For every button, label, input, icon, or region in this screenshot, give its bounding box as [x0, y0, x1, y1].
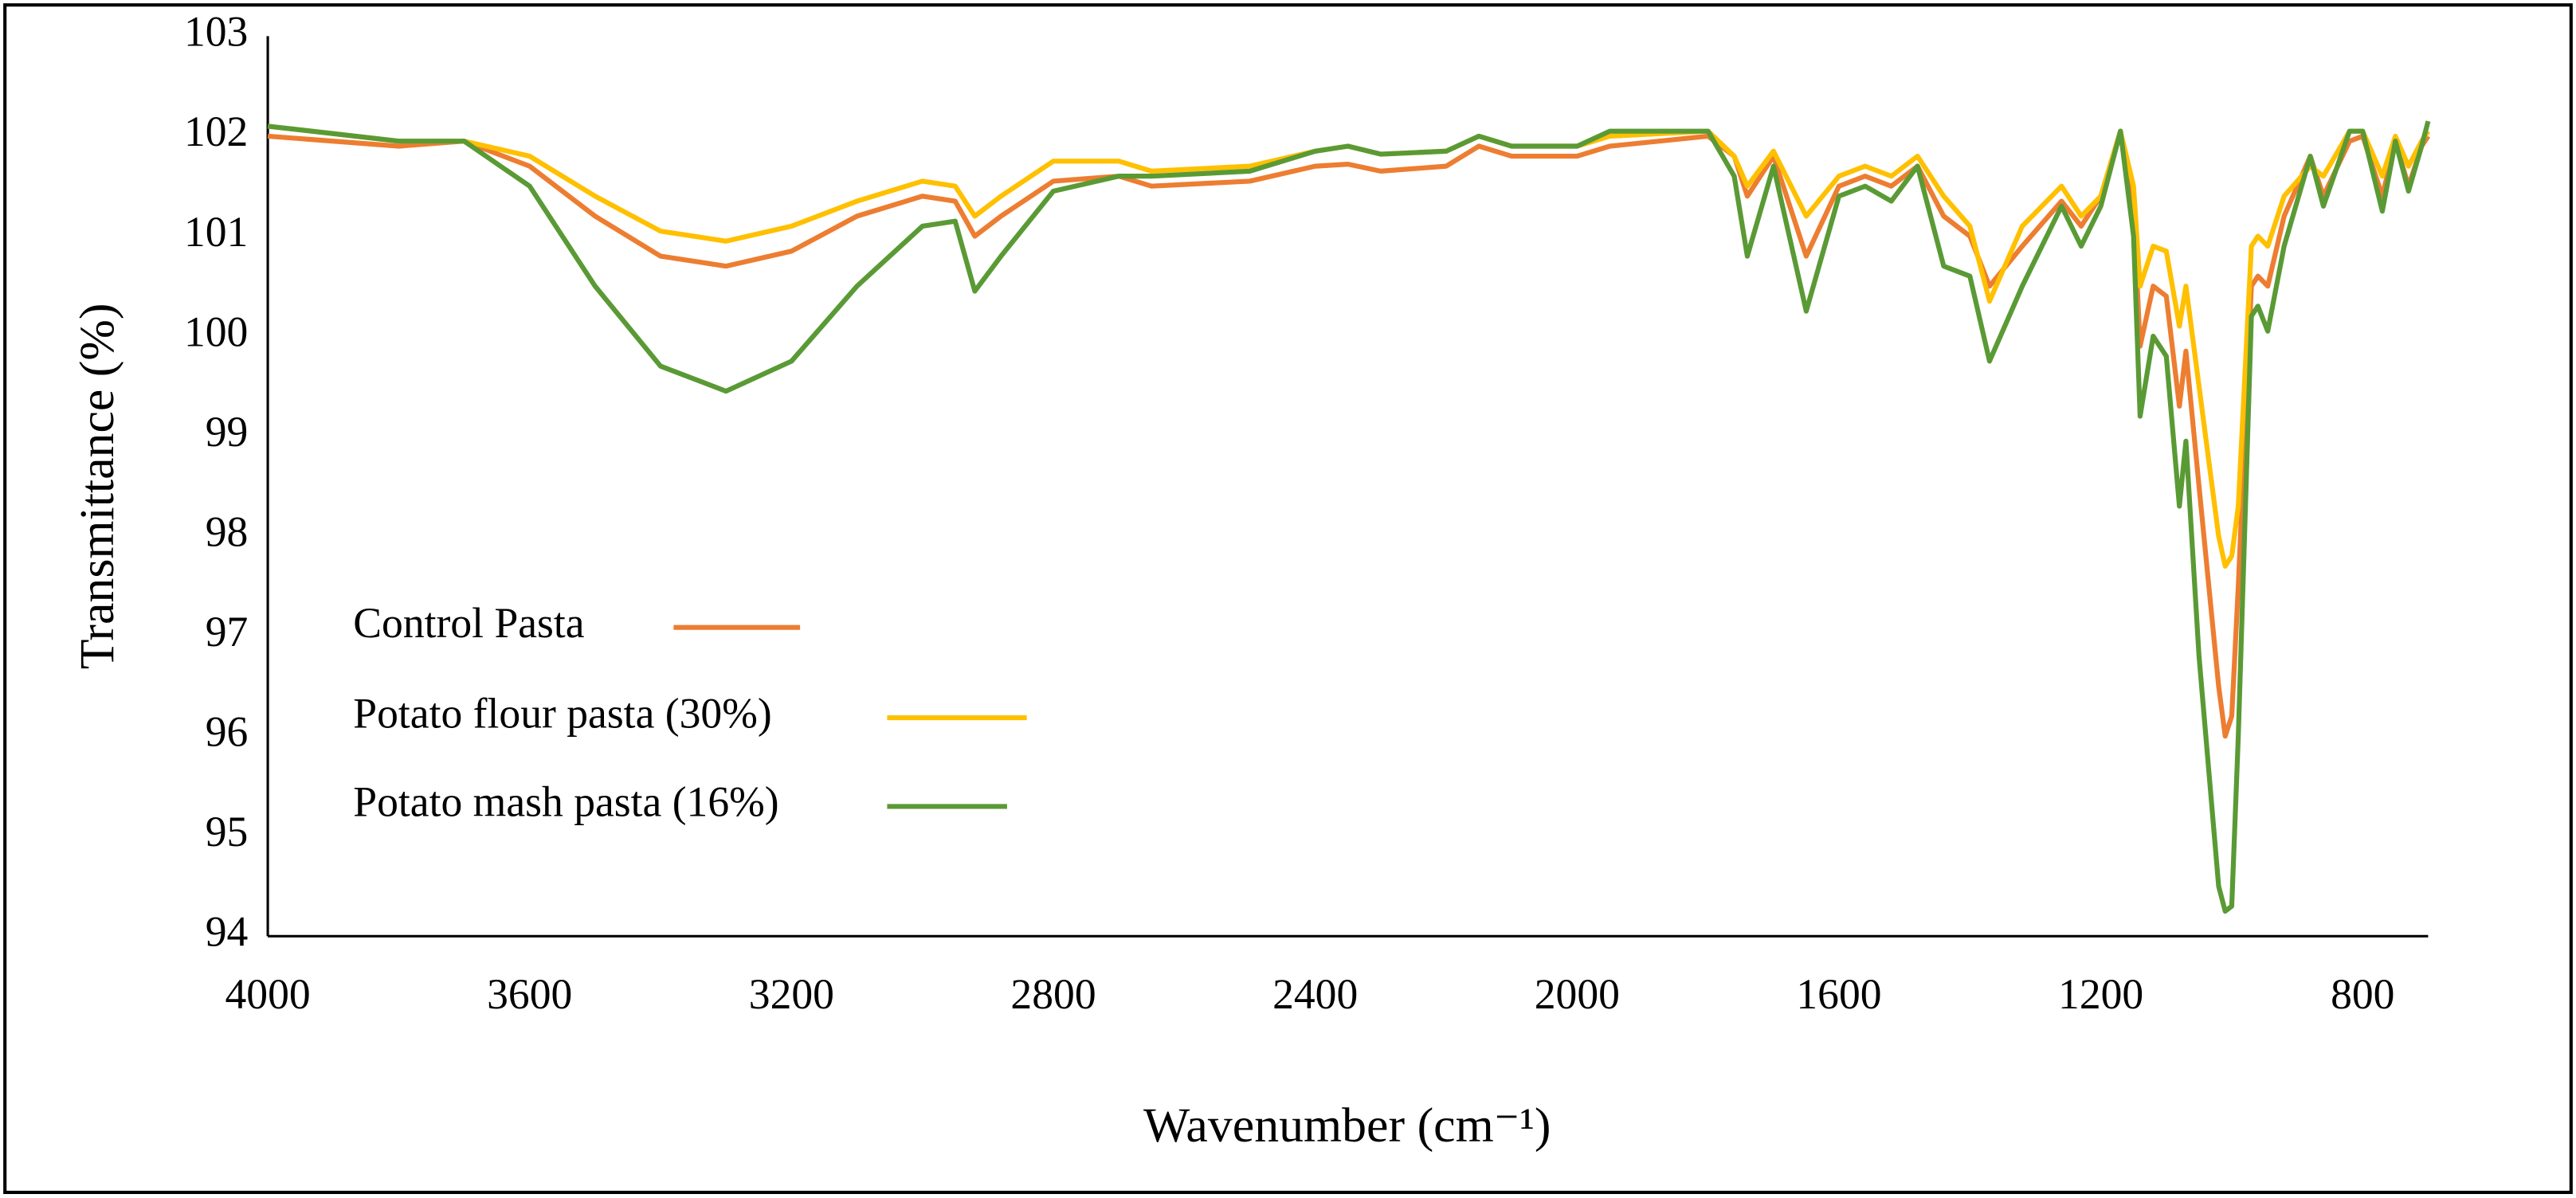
y-tick-label: 97	[206, 608, 249, 656]
y-tick-label: 103	[184, 8, 248, 56]
x-tick-label: 2400	[1272, 970, 1358, 1018]
legend-label: Potato mash pasta (16%)	[353, 778, 778, 826]
y-tick-label: 100	[184, 307, 248, 355]
y-tick-label: 96	[206, 708, 249, 756]
x-tick-label: 800	[2331, 970, 2394, 1018]
y-tick-label: 101	[184, 208, 248, 256]
y-tick-label: 98	[206, 507, 249, 555]
x-tick-label: 3600	[487, 970, 572, 1018]
legend-label: Control Pasta	[353, 599, 585, 647]
x-tick-label: 4000	[225, 970, 310, 1018]
legend-label: Potato flour pasta (30%)	[353, 689, 771, 737]
frame	[3, 3, 2573, 1195]
y-tick-label: 94	[206, 908, 249, 956]
y-tick-label: 102	[184, 108, 248, 155]
x-tick-label: 1600	[1796, 970, 1881, 1018]
x-tick-label: 1200	[2058, 970, 2143, 1018]
x-axis-title: Wavenumber (cm⁻¹)	[1143, 1098, 1551, 1153]
x-tick-label: 2800	[1010, 970, 1096, 1018]
x-tick-label: 2000	[1535, 970, 1620, 1018]
series-line	[267, 123, 2431, 569]
y-tick-label: 95	[206, 808, 249, 855]
y-axis-title: Transmittance (%)	[70, 303, 124, 669]
y-tick-label: 99	[206, 408, 249, 456]
series-line	[267, 128, 2431, 739]
series-line	[267, 120, 2431, 914]
x-tick-label: 3200	[749, 970, 834, 1018]
